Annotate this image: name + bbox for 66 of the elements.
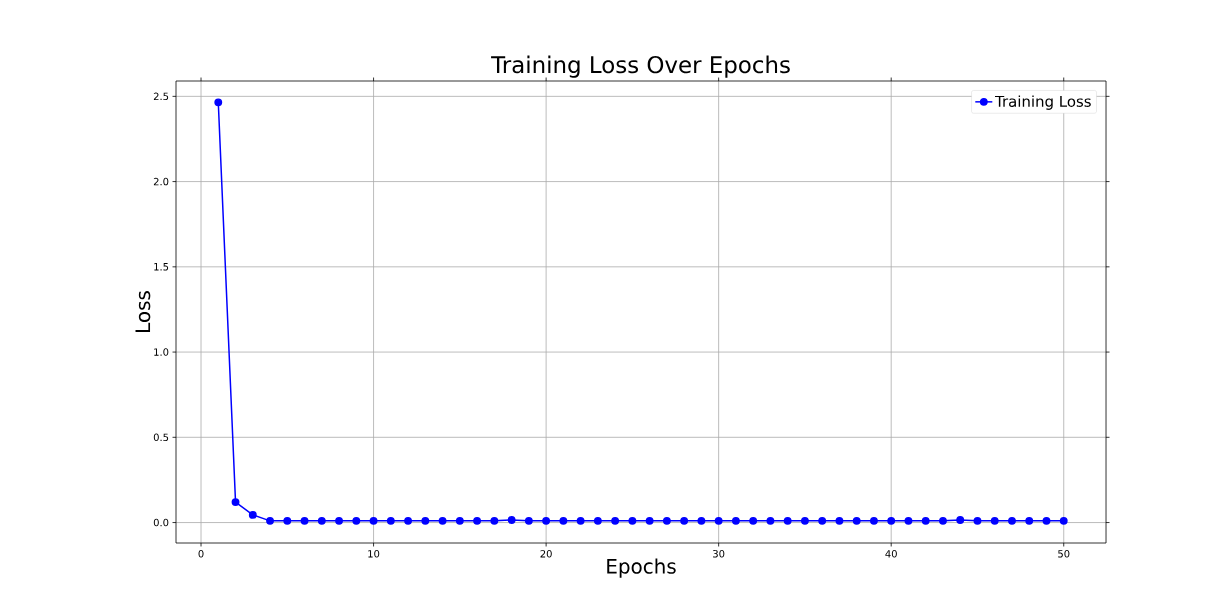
x-tick-label: 20: [540, 550, 552, 558]
point: [818, 516, 827, 525]
point: [317, 516, 326, 525]
point: [473, 516, 482, 525]
x-tick-label: 0: [198, 550, 204, 558]
point: [662, 516, 671, 525]
point: [697, 516, 706, 525]
point: [438, 516, 447, 525]
point: [283, 516, 292, 525]
point: [766, 516, 775, 525]
point: [593, 516, 602, 525]
point: [956, 516, 965, 524]
x-tick-label: 50: [1058, 550, 1070, 558]
x-tick-label: 30: [713, 550, 725, 558]
point: [870, 516, 878, 525]
point: [714, 516, 723, 525]
point: [352, 516, 361, 525]
point: [611, 516, 620, 525]
point: [990, 516, 999, 525]
point: [455, 516, 464, 525]
y-tick-label: 2.5: [153, 92, 169, 101]
point: [1008, 516, 1016, 525]
y-axis-title: Loss: [135, 291, 151, 332]
point: [800, 516, 809, 525]
point: [852, 516, 861, 525]
point: [421, 516, 430, 525]
point: [904, 516, 913, 525]
point: [939, 516, 947, 525]
point: [576, 516, 585, 525]
point: [887, 516, 896, 525]
y-tick-label: 1.0: [154, 348, 169, 356]
point: [749, 516, 758, 525]
point: [835, 516, 844, 525]
point: [1042, 516, 1051, 525]
x-tick-label: 10: [368, 550, 380, 558]
point: [404, 516, 413, 525]
point: [680, 516, 689, 525]
point: [559, 516, 568, 525]
point: [645, 516, 654, 525]
point: [490, 516, 499, 525]
point: [542, 516, 551, 525]
point: [731, 516, 740, 525]
point: [507, 516, 516, 524]
point: [248, 510, 257, 519]
y-tick-label: 2.0: [153, 177, 169, 186]
point: [231, 498, 240, 507]
chart-title: Training Loss Over Epochs: [491, 55, 790, 78]
y-tick-label: 0.5: [153, 433, 169, 442]
legend-label: Training Loss: [995, 95, 1091, 110]
point: [386, 516, 395, 525]
point: [300, 516, 309, 525]
y-tick-label: 0.0: [153, 518, 169, 527]
point: [266, 516, 274, 525]
point: [1025, 516, 1034, 525]
point: [628, 516, 637, 525]
point: [1059, 516, 1068, 525]
x-axis-title: Epochs: [607, 558, 676, 578]
point: [783, 516, 792, 525]
y-tick-label: 1.5: [154, 263, 169, 271]
point: [369, 516, 378, 525]
point: [335, 516, 343, 525]
point: [973, 516, 982, 525]
x-tick-label: 40: [885, 550, 897, 558]
point: [214, 98, 223, 107]
point: [921, 516, 930, 525]
point: [524, 516, 533, 525]
